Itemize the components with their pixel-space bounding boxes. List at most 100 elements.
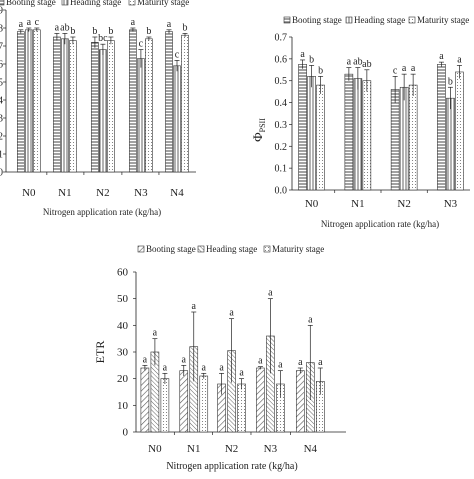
significance-letter: a [167, 19, 172, 30]
bar [160, 378, 170, 433]
significance-letter: a [258, 356, 263, 367]
bar [107, 40, 115, 173]
chart-fvfm: Booting stage Heading stage Maturity stage… [0, 0, 196, 217]
significance-letter: a [300, 49, 305, 60]
y-tick-label: 0 [123, 427, 129, 439]
legend-swatch [408, 16, 416, 24]
legend-swatch [0, 0, 5, 6]
legend-swatch [61, 0, 69, 6]
significance-letter: a [202, 362, 207, 373]
bar [455, 71, 464, 191]
significance-letter: bc [98, 33, 108, 44]
bar [298, 64, 307, 191]
x-tick-label: N0 [148, 443, 162, 455]
y-axis-label-main: Φ [250, 132, 265, 142]
legend: Booting stage Heading stage Maturity stage [283, 15, 469, 25]
significance-letter: a [229, 308, 234, 319]
significance-letter: a [308, 314, 313, 325]
y-tick-label: 0.4 [275, 98, 288, 109]
significance-letter: a [278, 360, 283, 371]
bar [179, 370, 189, 433]
significance-letter: c [175, 49, 180, 60]
significance-letter: a [268, 288, 273, 299]
legend-label: Heading stage [70, 0, 121, 7]
significance-letter: a [143, 354, 148, 365]
chart-etr: Booting stage Heading stage Maturity stage… [93, 244, 346, 472]
bar [140, 367, 150, 433]
significance-letter: a [457, 54, 462, 65]
significance-letter: a [192, 301, 197, 312]
legend-label: Maturity stage [272, 244, 324, 254]
significance-letter: c [35, 17, 40, 28]
significance-letter: a [19, 19, 24, 30]
significance-letter: a [219, 362, 224, 373]
y-tick-label: 20 [117, 373, 129, 385]
significance-letter: a [239, 368, 244, 379]
legend-label: Maturity stage [137, 0, 189, 7]
significance-letter: b [70, 26, 75, 37]
bar [91, 42, 99, 173]
bar [237, 383, 246, 433]
y-tick-label: 0.0 [275, 186, 288, 197]
legend: Booting stage Heading stage Maturity stage [137, 244, 324, 254]
y-axis-label: ΦPSII [250, 118, 267, 142]
bar [137, 58, 145, 173]
significance-letter: b [309, 54, 314, 65]
y-tick-label: 0.5 [275, 76, 288, 87]
y-tick-label: 7 [0, 42, 3, 53]
y-tick-label: 0.6 [275, 54, 288, 65]
y-tick-label: 5 [0, 78, 3, 89]
bar [408, 84, 418, 191]
x-tick-label: N4 [170, 187, 184, 199]
bar [32, 29, 41, 173]
significance-letter: b [92, 26, 97, 37]
bar [399, 86, 409, 191]
x-axis-label: Nitrogen application rate (kg/ha) [321, 219, 439, 229]
x-tick-label: N2 [397, 198, 410, 210]
y-tick-label: 0.3 [275, 120, 288, 131]
y-tick-label: 0 [0, 168, 3, 179]
legend-swatch [137, 245, 145, 253]
legend-swatch [263, 245, 271, 253]
x-tick-label: N2 [225, 443, 238, 455]
significance-letter: a [27, 17, 32, 28]
significance-letter: b [108, 26, 113, 37]
y-tick-label: 0.2 [275, 142, 288, 153]
x-tick-label: N1 [187, 443, 200, 455]
y-tick-label: 0.7 [275, 33, 288, 44]
significance-letter: a [153, 328, 158, 339]
bar [99, 49, 107, 173]
legend-label: Booting stage [6, 0, 56, 7]
y-tick-label: 10 [117, 400, 129, 412]
significance-letter: a [347, 57, 352, 68]
significance-letter: b [318, 65, 323, 76]
x-tick-label: N3 [134, 187, 148, 199]
y-tick-label: 9 [0, 6, 3, 17]
legend-label: Heading stage [206, 244, 257, 254]
bar [437, 64, 446, 191]
legend-swatch [283, 16, 291, 24]
y-tick-label: 8 [0, 24, 3, 35]
bar [24, 29, 33, 173]
bar [295, 370, 305, 433]
significance-letter: c [393, 65, 398, 76]
significance-letter: b [146, 26, 151, 37]
bar [129, 29, 137, 173]
significance-letter: ab [353, 57, 362, 68]
x-tick-label: N0 [22, 187, 36, 199]
y-tick-label: 1 [0, 150, 3, 161]
y-tick-label: 3 [0, 114, 3, 125]
bar [69, 40, 77, 173]
x-axis-label: Nitrogen application rate (kg/ha) [166, 461, 297, 472]
bar [390, 89, 400, 191]
bar [165, 31, 173, 173]
legend-label: Booting stage [292, 15, 342, 25]
significance-letter: b [183, 22, 188, 33]
bar [16, 31, 25, 173]
legend-label: Booting stage [146, 244, 196, 254]
bar [61, 38, 69, 173]
significance-letter: a [318, 357, 323, 368]
y-tick-label: 6 [0, 60, 3, 71]
chart-phipsii: Booting stage Heading stage Maturity stage… [250, 15, 470, 229]
